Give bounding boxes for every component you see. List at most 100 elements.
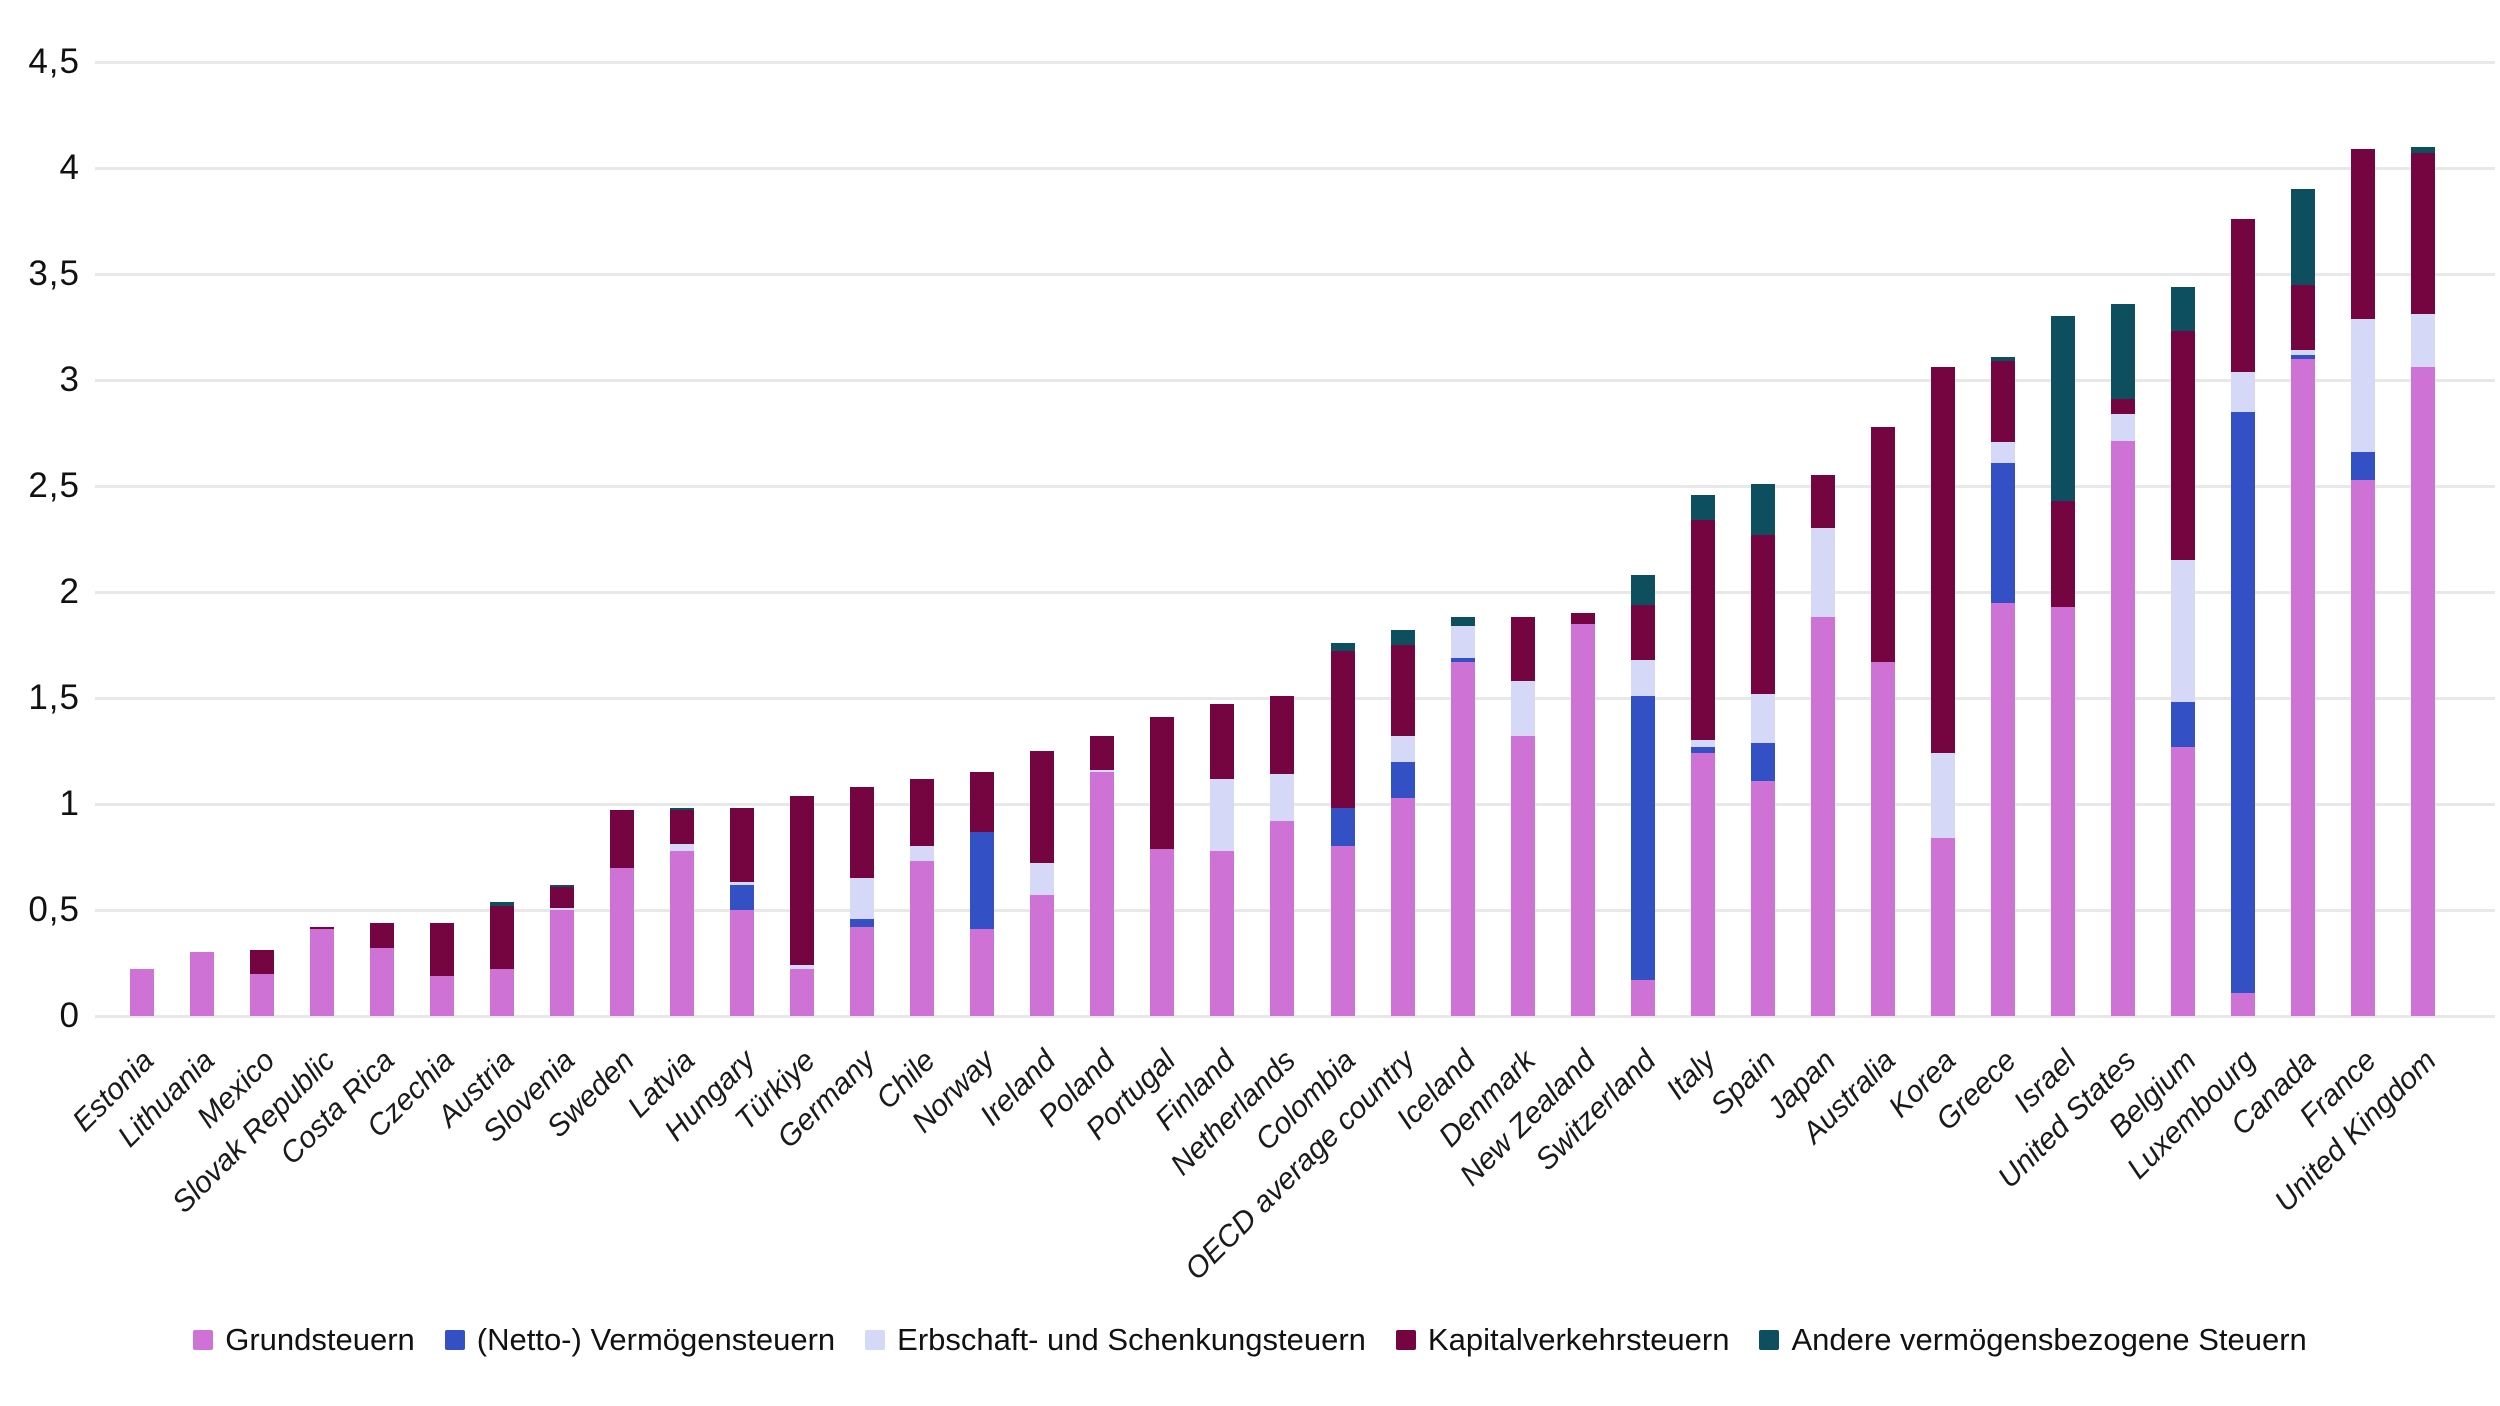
legend-item: Andere vermögensbezogene Steuern: [1759, 1322, 2307, 1358]
segment-kapitalverkehrsteuern: [790, 795, 815, 966]
legend-swatch: [444, 1330, 465, 1350]
legend-label: Grundsteuern: [225, 1322, 415, 1357]
segment-erbschaft-und-schenkungsteuern: [1390, 736, 1415, 762]
gridline: [95, 60, 2495, 64]
bar-denmark: [1510, 0, 1535, 1016]
segment-erbschaft-und-schenkungsteuern: [850, 878, 875, 919]
segment-andere-vermögensbezogene-steuern: [489, 901, 514, 906]
bar-france: [2351, 0, 2376, 1016]
segment-andere-vermögensbezogene-steuern: [669, 808, 694, 811]
segment-kapitalverkehrsteuern: [609, 810, 634, 868]
legend-item: Grundsteuern: [193, 1322, 415, 1358]
segment-kapitalverkehrsteuern: [2231, 218, 2256, 372]
segment-grundsteuern: [1510, 736, 1535, 1016]
segment--netto-vermögensteuern: [2351, 452, 2376, 480]
bar-new-zealand: [1570, 0, 1595, 1016]
segment--netto-vermögensteuern: [730, 884, 754, 910]
segment-kapitalverkehrsteuern: [2411, 153, 2436, 315]
segment-grundsteuern: [1690, 753, 1715, 1016]
y-axis-tick-label: 4,5: [28, 42, 80, 81]
bar-austria: [489, 0, 514, 1016]
y-axis-tick-label: 2: [59, 572, 80, 611]
gridline: [95, 590, 2495, 594]
bar-slovak-republic: [309, 0, 334, 1016]
legend-item: Erbschaft- und Schenkungsteuern: [865, 1322, 1366, 1358]
segment-grundsteuern: [1210, 850, 1235, 1016]
segment-kapitalverkehrsteuern: [489, 905, 514, 970]
bar-finland: [1210, 0, 1235, 1016]
segment-grundsteuern: [249, 973, 274, 1016]
bar-ireland: [1030, 0, 1055, 1016]
segment-erbschaft-und-schenkungsteuern: [2291, 350, 2316, 355]
legend-swatch: [865, 1330, 886, 1350]
segment-andere-vermögensbezogene-steuern: [2051, 316, 2076, 501]
segment-grundsteuern: [489, 969, 514, 1016]
bar-italy: [1690, 0, 1715, 1016]
segment-kapitalverkehrsteuern: [669, 810, 694, 845]
gridline: [95, 272, 2495, 276]
bar-japan: [1810, 0, 1835, 1016]
bar-norway: [970, 0, 995, 1016]
legend-swatch: [1759, 1330, 1780, 1350]
segment-kapitalverkehrsteuern: [910, 778, 935, 847]
segment-kapitalverkehrsteuern: [1870, 426, 1895, 662]
segment-erbschaft-und-schenkungsteuern: [1210, 778, 1235, 851]
segment-andere-vermögensbezogene-steuern: [1630, 575, 1655, 605]
segment-grundsteuern: [1870, 661, 1895, 1016]
segment-kapitalverkehrsteuern: [1030, 751, 1055, 864]
bar-korea: [1931, 0, 1955, 1016]
segment-erbschaft-und-schenkungsteuern: [1030, 863, 1055, 896]
segment-erbschaft-und-schenkungsteuern: [1810, 528, 1835, 618]
segment-grundsteuern: [2171, 746, 2196, 1016]
y-axis-tick-label: 1,5: [28, 678, 80, 717]
segment-grundsteuern: [850, 926, 875, 1016]
legend-label: (Netto-) Vermögensteuern: [476, 1322, 836, 1357]
segment-grundsteuern: [2051, 606, 2076, 1016]
segment-kapitalverkehrsteuern: [1390, 645, 1415, 737]
bar-portugal: [1150, 0, 1175, 1016]
segment-erbschaft-und-schenkungsteuern: [1690, 740, 1715, 747]
segment--netto-vermögensteuern: [1630, 695, 1655, 980]
segment--netto-vermögensteuern: [970, 831, 995, 930]
segment-erbschaft-und-schenkungsteuern: [1510, 681, 1535, 737]
segment-grundsteuern: [1330, 846, 1355, 1016]
gridline: [95, 378, 2495, 382]
segment-andere-vermögensbezogene-steuern: [1390, 630, 1415, 646]
segment-kapitalverkehrsteuern: [1330, 651, 1355, 809]
segment-kapitalverkehrsteuern: [1210, 704, 1235, 779]
segment-kapitalverkehrsteuern: [850, 787, 875, 879]
segment-erbschaft-und-schenkungsteuern: [790, 965, 815, 970]
segment-kapitalverkehrsteuern: [970, 772, 995, 832]
bar-netherlands: [1270, 0, 1295, 1016]
segment--netto-vermögensteuern: [2171, 702, 2196, 747]
segment-erbschaft-und-schenkungsteuern: [1991, 441, 2016, 463]
segment-grundsteuern: [790, 969, 815, 1016]
segment--netto-vermögensteuern: [1991, 462, 2016, 603]
segment-grundsteuern: [2291, 358, 2316, 1016]
segment-erbschaft-und-schenkungsteuern: [1750, 693, 1775, 743]
bar-iceland: [1450, 0, 1475, 1016]
segment-kapitalverkehrsteuern: [1750, 534, 1775, 694]
bar-sweden: [609, 0, 634, 1016]
segment-grundsteuern: [970, 929, 995, 1016]
y-axis-tick-label: 0: [59, 996, 80, 1035]
segment-grundsteuern: [1750, 780, 1775, 1016]
segment-andere-vermögensbezogene-steuern: [2411, 146, 2436, 154]
x-axis-labels: Estonia Lithuania Mexico Slovak Republic Cos…: [0, 0, 2500, 1287]
segment-kapitalverkehrsteuern: [1270, 695, 1295, 775]
bar-oecd-average-country: [1390, 0, 1415, 1016]
segment-kapitalverkehrsteuern: [249, 950, 274, 974]
gridline: [95, 802, 2495, 806]
segment-grundsteuern: [730, 910, 754, 1016]
segment-andere-vermögensbezogene-steuern: [2291, 189, 2316, 285]
segment-andere-vermögensbezogene-steuern: [1750, 483, 1775, 535]
segment-grundsteuern: [2231, 992, 2256, 1016]
segment-andere-vermögensbezogene-steuern: [2111, 303, 2136, 400]
segment-andere-vermögensbezogene-steuern: [2171, 286, 2196, 332]
legend-item: Kapitalverkehrsteuern: [1395, 1322, 1729, 1358]
segment-grundsteuern: [369, 948, 394, 1016]
segment-andere-vermögensbezogene-steuern: [1690, 494, 1715, 520]
segment--netto-vermögensteuern: [1330, 808, 1355, 847]
bar-t-rkiye: [790, 0, 815, 1016]
segment-grundsteuern: [910, 861, 935, 1016]
